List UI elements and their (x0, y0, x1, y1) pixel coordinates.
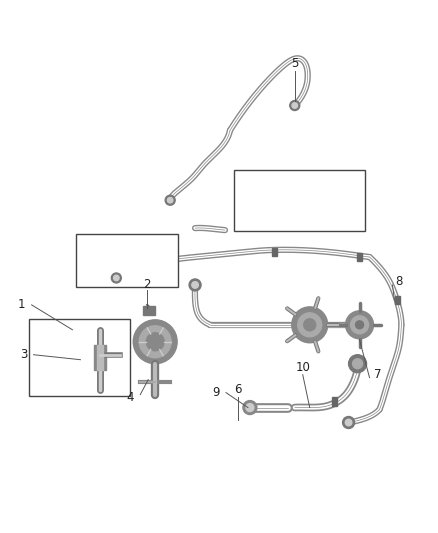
Circle shape (243, 401, 257, 415)
Circle shape (349, 355, 367, 373)
Text: 4: 4 (127, 391, 134, 404)
Circle shape (350, 316, 368, 334)
Circle shape (290, 101, 300, 110)
Bar (143, 306, 155, 315)
Bar (97, 345, 103, 370)
Circle shape (304, 319, 316, 331)
Text: 1: 1 (18, 298, 25, 311)
Circle shape (353, 359, 363, 369)
Bar (28, 319, 130, 395)
Text: 8: 8 (396, 276, 403, 288)
Circle shape (346, 311, 374, 339)
Circle shape (139, 326, 171, 358)
Text: 6: 6 (234, 383, 242, 396)
Bar (332, 398, 337, 406)
Circle shape (298, 313, 321, 337)
Circle shape (189, 279, 201, 291)
Bar (272, 248, 277, 256)
Bar (77, 234, 178, 287)
Text: 5: 5 (291, 57, 298, 70)
Circle shape (113, 275, 119, 281)
Text: 3: 3 (20, 348, 27, 361)
Circle shape (292, 307, 328, 343)
Circle shape (192, 281, 198, 288)
Circle shape (165, 195, 175, 205)
Bar (395, 296, 400, 304)
Circle shape (343, 416, 355, 429)
Circle shape (292, 103, 297, 108)
Circle shape (345, 419, 352, 426)
Circle shape (133, 320, 177, 364)
Bar (234, 171, 364, 231)
Bar (95, 345, 106, 370)
Circle shape (356, 321, 364, 329)
Circle shape (167, 197, 173, 203)
Text: 10: 10 (295, 361, 310, 374)
Text: 2: 2 (144, 278, 151, 292)
Circle shape (246, 403, 254, 411)
Circle shape (111, 273, 121, 283)
Bar (357, 253, 362, 261)
Circle shape (146, 333, 164, 351)
Text: 9: 9 (212, 386, 220, 399)
Text: 7: 7 (374, 368, 381, 381)
